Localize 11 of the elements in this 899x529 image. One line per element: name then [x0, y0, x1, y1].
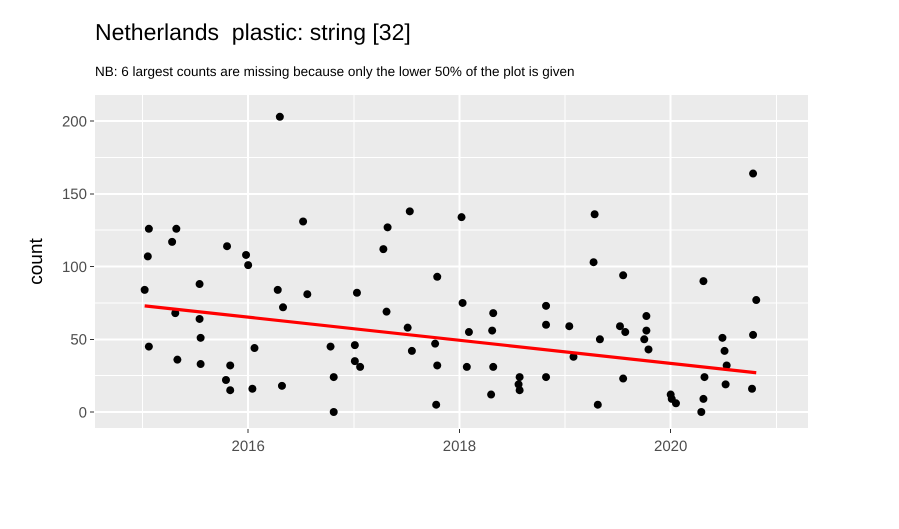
- y-tick-label: 0: [78, 404, 87, 422]
- chart-subtitle: NB: 6 largest counts are missing because only the lower 50% of the plot is given: [95, 64, 575, 79]
- y-tick-label: 150: [62, 186, 87, 204]
- y-tick-label: 200: [62, 113, 87, 130]
- y-axis-title: count: [26, 238, 47, 285]
- x-tick-label: 2020: [654, 438, 688, 455]
- x-tick-label: 2016: [231, 438, 265, 455]
- x-tick-label: 2018: [442, 438, 476, 455]
- chart-title: Netherlands plastic: string [32]: [95, 18, 411, 45]
- y-tick-label: 50: [70, 332, 87, 349]
- y-tick-label: 100: [62, 258, 87, 276]
